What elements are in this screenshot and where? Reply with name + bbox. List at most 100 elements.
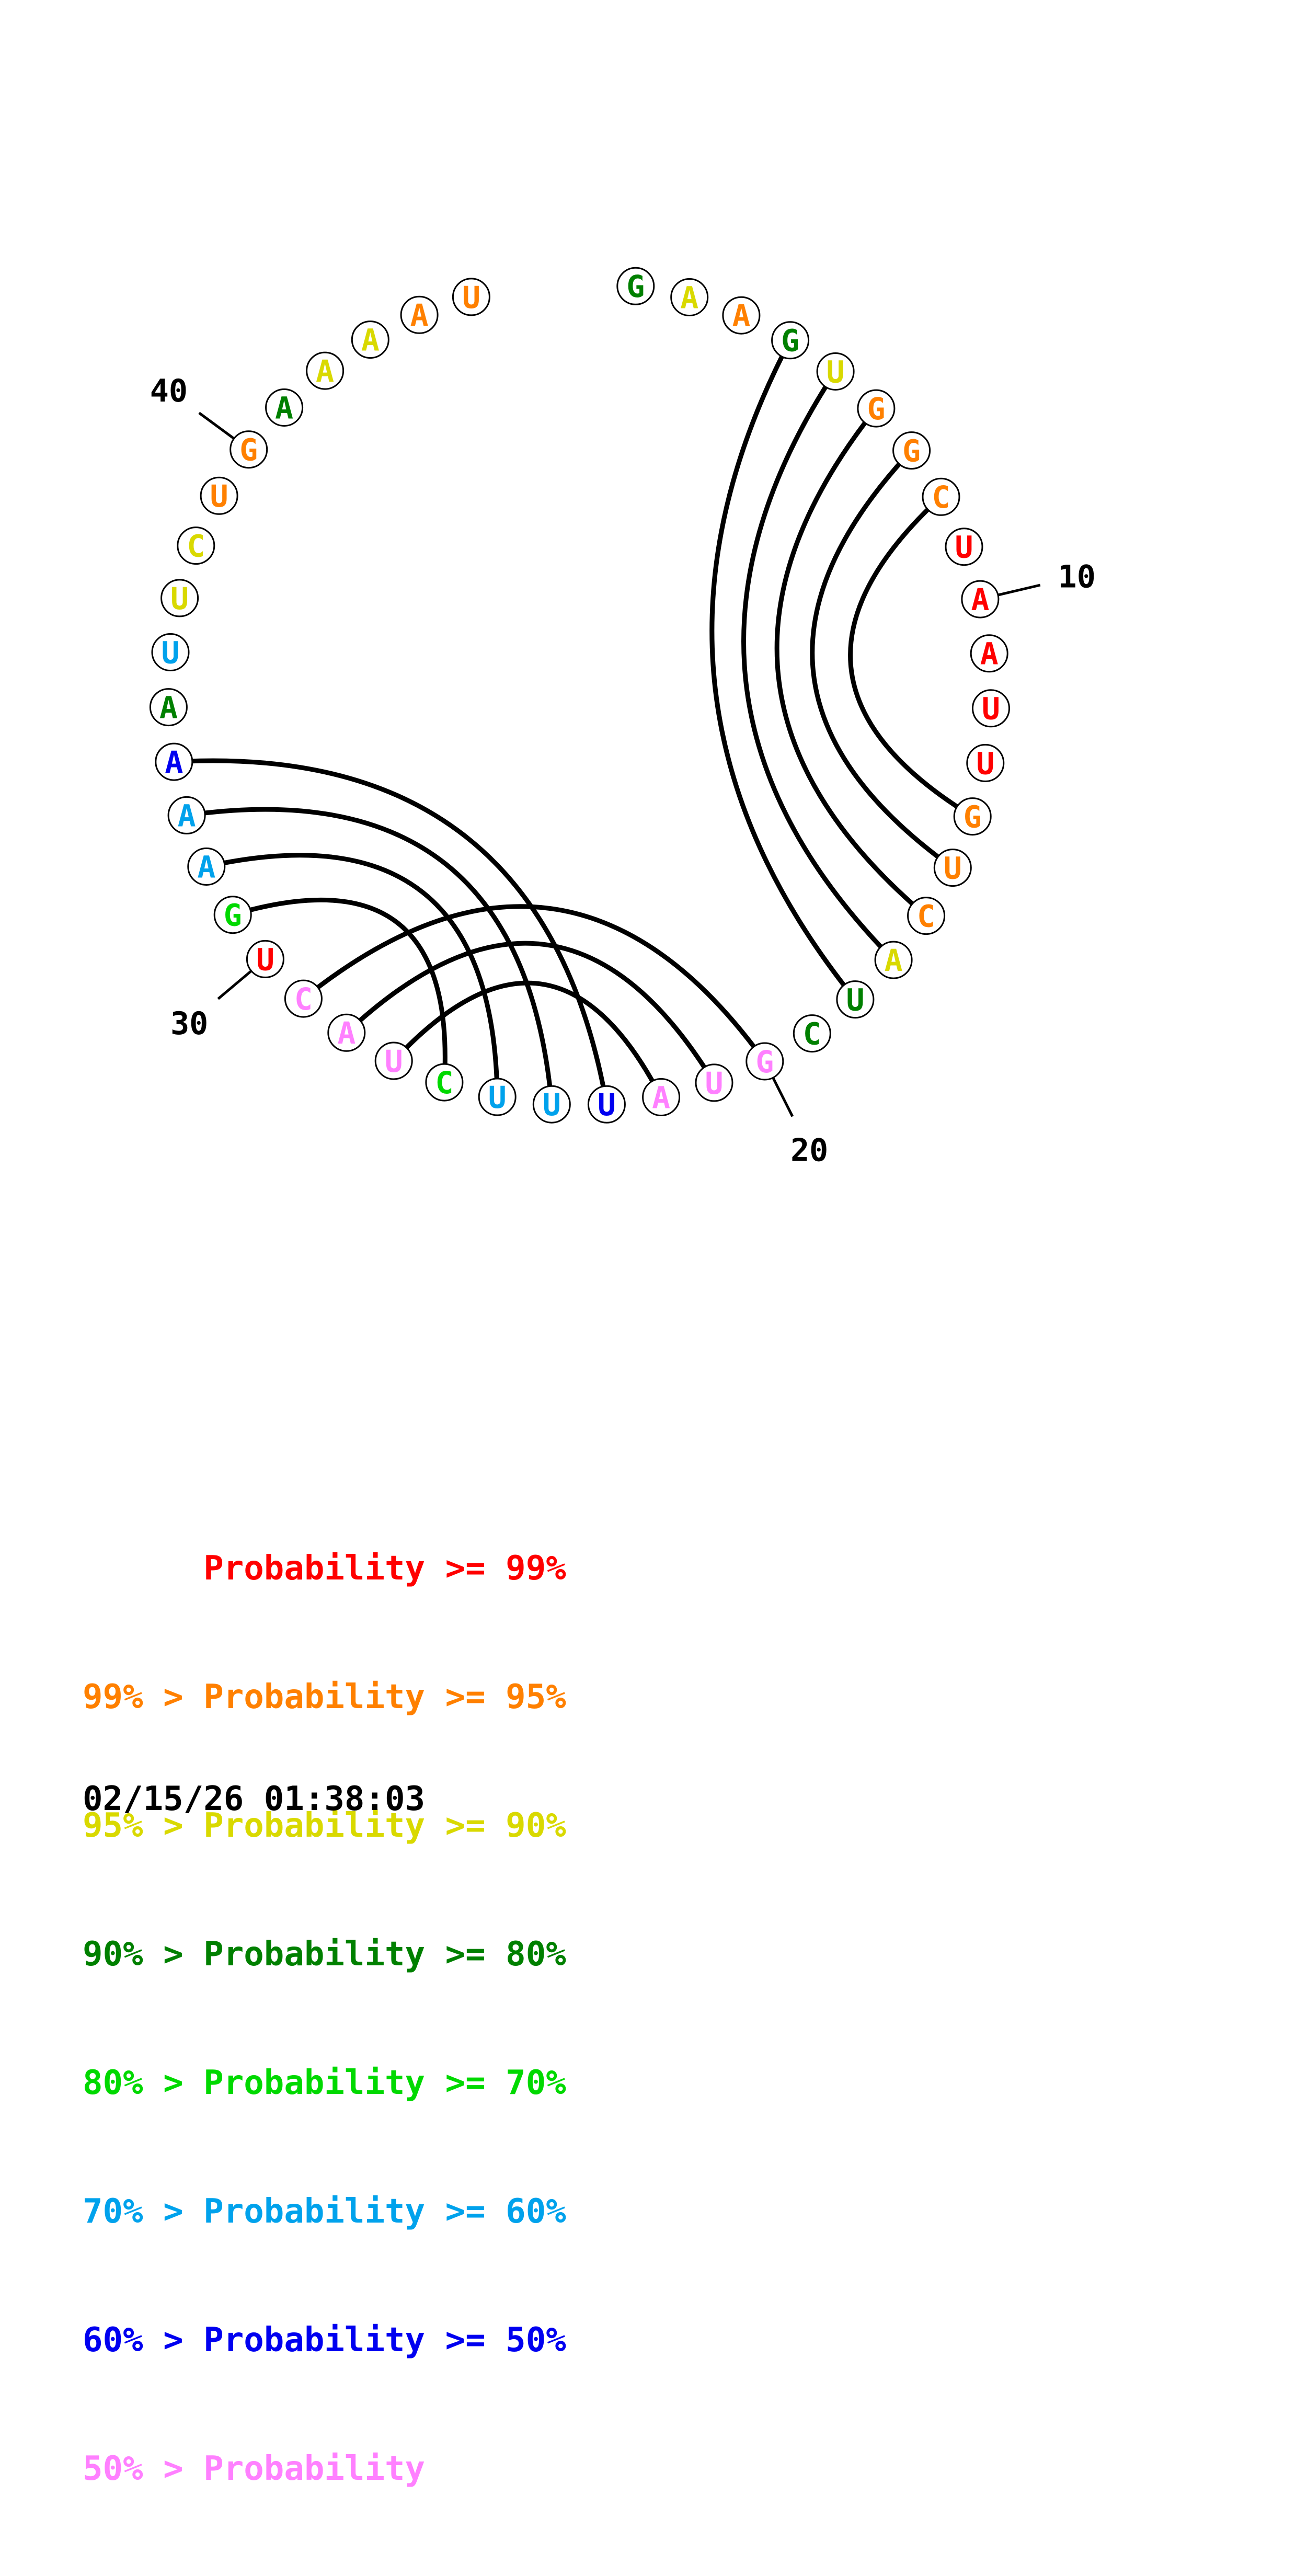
legend-row-80-90: 90% > Probability >= 80% bbox=[83, 1935, 566, 1974]
nucleotide-circle-33 bbox=[167, 796, 206, 834]
nucleotide-circle-3 bbox=[722, 296, 761, 335]
nucleotide-circle-17 bbox=[874, 941, 913, 979]
nucleotide-base-36-U: U bbox=[162, 635, 180, 670]
nucleotide-circle-43 bbox=[351, 320, 389, 359]
nucleotide-base-43-A: A bbox=[361, 322, 380, 358]
nucleotide-circle-30 bbox=[246, 940, 284, 978]
nucleotide-circle-8 bbox=[922, 477, 960, 516]
nucleotide-base-32-A: A bbox=[197, 849, 215, 885]
nucleotide-base-19-C: C bbox=[803, 1016, 821, 1051]
nucleotide-circle-32 bbox=[187, 848, 226, 886]
nucleotide-circle-4 bbox=[771, 321, 810, 360]
nucleotide-base-2-A: A bbox=[680, 280, 698, 315]
position-label-30: 30 bbox=[170, 1005, 208, 1042]
nucleotide-circle-14 bbox=[953, 797, 992, 836]
legend-row-ge99: Probability >= 99% bbox=[83, 1549, 566, 1588]
nucleotide-circle-28 bbox=[327, 1013, 366, 1052]
nucleotide-base-10-A: A bbox=[971, 582, 989, 617]
nucleotide-base-22-A: A bbox=[652, 1080, 670, 1115]
label-line-30 bbox=[217, 970, 253, 1000]
nucleotide-base-33-A: A bbox=[178, 798, 196, 833]
nucleotide-base-26-C: C bbox=[435, 1065, 453, 1101]
nucleotide-circle-45 bbox=[452, 278, 490, 316]
base-pair-arc-24-33 bbox=[184, 807, 554, 1107]
nucleotide-circle-7 bbox=[892, 431, 931, 470]
nucleotide-circle-40 bbox=[230, 430, 268, 469]
nucleotide-circle-20 bbox=[746, 1042, 784, 1081]
nucleotide-base-25-U: U bbox=[488, 1080, 507, 1115]
nucleotide-circle-42 bbox=[306, 351, 345, 390]
probability-legend: Probability >= 99% 99% > Probability >= … bbox=[83, 1461, 566, 2576]
nucleotide-circle-44 bbox=[400, 295, 439, 334]
label-line-10 bbox=[997, 583, 1041, 597]
legend-row-95-99: 99% > Probability >= 95% bbox=[83, 1678, 566, 1716]
nucleotide-circle-37 bbox=[160, 579, 199, 617]
nucleotide-base-17-A: A bbox=[885, 943, 903, 978]
base-pair-arc-8-14 bbox=[848, 494, 975, 819]
timestamp: 02/15/26 01:38:03 bbox=[83, 1780, 426, 1818]
nucleotide-circle-25 bbox=[478, 1078, 517, 1116]
nucleotide-base-4-G: G bbox=[781, 323, 799, 359]
nucleotide-circle-6 bbox=[857, 389, 896, 428]
nucleotide-circle-39 bbox=[200, 476, 238, 515]
base-pair-arc-5-17 bbox=[741, 369, 896, 963]
nucleotide-circle-36 bbox=[151, 633, 190, 671]
nucleotide-base-31-G: G bbox=[224, 898, 242, 933]
nucleotide-circle-38 bbox=[177, 526, 215, 565]
nucleotide-base-40-G: G bbox=[239, 432, 258, 468]
nucleotide-circle-2 bbox=[670, 278, 709, 316]
nucleotide-base-38-C: C bbox=[187, 528, 205, 564]
position-label-20: 20 bbox=[790, 1132, 828, 1169]
base-pair-arc-7-15 bbox=[810, 448, 955, 871]
label-line-40 bbox=[198, 411, 235, 440]
nucleotide-base-28-A: A bbox=[337, 1015, 355, 1051]
nucleotide-base-23-U: U bbox=[598, 1087, 616, 1123]
nucleotide-base-35-A: A bbox=[159, 690, 178, 725]
legend-row-lt50: 50% > Probability bbox=[83, 2449, 426, 2488]
nucleotide-circle-18 bbox=[836, 980, 875, 1019]
nucleotide-base-8-C: C bbox=[932, 479, 950, 515]
legend-row-70-80: 80% > Probability >= 70% bbox=[83, 2064, 566, 2102]
nucleotide-base-34-A: A bbox=[165, 745, 183, 780]
nucleotide-base-44-A: A bbox=[410, 297, 429, 333]
nucleotide-circle-10 bbox=[961, 580, 1000, 619]
nucleotide-base-7-G: G bbox=[902, 433, 921, 468]
nucleotide-circle-31 bbox=[213, 896, 252, 934]
nucleotide-circle-9 bbox=[945, 528, 983, 566]
nucleotide-base-16-C: C bbox=[917, 898, 935, 934]
nucleotide-circle-23 bbox=[587, 1085, 626, 1124]
base-pair-arc-4-18 bbox=[709, 338, 858, 1002]
position-label-10: 10 bbox=[1058, 559, 1096, 596]
nucleotide-circle-22 bbox=[642, 1078, 681, 1116]
base-pair-arc-21-28 bbox=[344, 941, 717, 1085]
nucleotide-base-20-G: G bbox=[755, 1044, 774, 1080]
nucleotide-base-37-U: U bbox=[170, 581, 189, 616]
nucleotide-circle-11 bbox=[970, 634, 1008, 673]
nucleotide-base-9-U: U bbox=[955, 530, 973, 565]
nucleotide-base-42-A: A bbox=[316, 353, 334, 389]
nucleotide-base-13-U: U bbox=[976, 746, 994, 781]
nucleotide-base-45-U: U bbox=[462, 280, 480, 315]
nucleotide-circle-21 bbox=[695, 1063, 733, 1102]
label-line-20 bbox=[772, 1077, 794, 1117]
nucleotide-base-41-A: A bbox=[275, 390, 293, 426]
position-label-40: 40 bbox=[150, 373, 188, 409]
nucleotide-base-12-U: U bbox=[982, 691, 1000, 727]
nucleotide-base-24-U: U bbox=[543, 1087, 561, 1123]
nucleotide-circle-26 bbox=[425, 1063, 464, 1102]
nucleotide-circle-19 bbox=[793, 1014, 831, 1053]
nucleotide-base-27-U: U bbox=[385, 1044, 403, 1079]
nucleotide-circle-13 bbox=[966, 743, 1005, 782]
nucleotide-circle-16 bbox=[907, 897, 946, 935]
nucleotide-base-39-U: U bbox=[210, 478, 228, 514]
base-pair-arc-22-27 bbox=[391, 980, 664, 1100]
nucleotide-circle-5 bbox=[816, 352, 855, 391]
nucleotide-circle-35 bbox=[149, 688, 188, 727]
nucleotide-circle-34 bbox=[155, 742, 193, 781]
nucleotide-circle-12 bbox=[972, 689, 1010, 728]
nucleotide-base-1-G: G bbox=[626, 269, 645, 304]
nucleotide-circle-41 bbox=[265, 388, 304, 427]
nucleotide-base-11-A: A bbox=[980, 636, 999, 672]
nucleotide-base-29-C: C bbox=[294, 981, 313, 1017]
